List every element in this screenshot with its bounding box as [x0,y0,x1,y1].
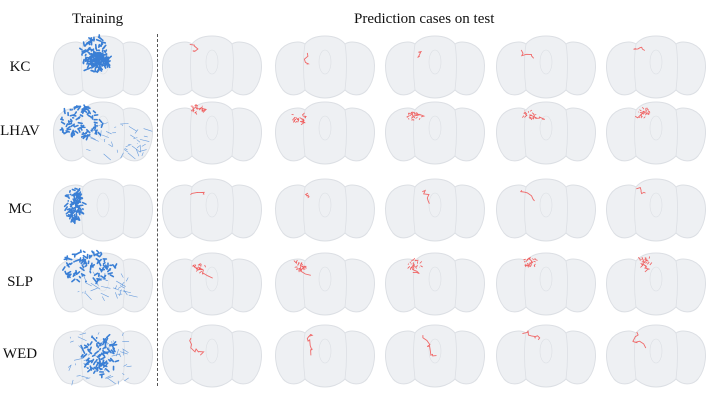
row-label-wed: WED [2,346,38,362]
prediction-trace-slp-5 [637,256,653,273]
row-label-mc: MC [8,201,32,217]
prediction-brain-wed-4 [496,324,596,388]
prediction-brain-lhav-3 [385,101,485,165]
section-divider [157,34,158,386]
prediction-trace-kc-5 [633,46,646,51]
prediction-trace-kc-2 [303,52,310,65]
row-label-kc: KC [9,59,31,75]
prediction-brain-slp-2 [275,252,375,316]
prediction-brain-kc-3 [385,35,485,99]
prediction-trace-mc-4 [520,189,535,202]
prediction-trace-wed-2 [306,333,314,356]
prediction-brain-slp-5 [606,252,706,316]
training-neurons-kc [79,34,112,74]
prediction-trace-slp-1 [192,263,213,279]
row-label-lhav: LHAV [0,123,40,139]
prediction-trace-wed-5 [632,331,647,349]
prediction-trace-slp-3 [407,257,423,275]
prediction-trace-wed-3 [422,335,437,357]
prediction-brain-lhav-2 [275,101,375,165]
prediction-trace-lhav-3 [406,111,426,121]
prediction-brain-wed-2 [275,324,375,388]
prediction-brain-slp-3 [385,252,485,316]
row-label-slp: SLP [7,274,33,290]
prediction-brain-lhav-1 [162,101,262,165]
prediction-trace-kc-4 [520,49,535,59]
training-brain-wed [53,324,153,388]
prediction-trace-lhav-5 [634,106,651,119]
prediction-trace-kc-3 [417,50,422,58]
prediction-brain-lhav-4 [496,101,596,165]
training-neurons-wed [67,332,132,386]
prediction-brain-mc-4 [496,178,596,242]
prediction-brain-mc-5 [606,178,706,242]
training-brain-lhav [53,101,153,165]
prediction-trace-slp-4 [523,256,538,268]
prediction-brain-wed-1 [162,324,262,388]
prediction-trace-lhav-4 [522,109,545,121]
prediction-trace-lhav-2 [291,112,307,126]
prediction-brain-lhav-5 [606,101,706,165]
prediction-brain-slp-1 [162,252,262,316]
training-neurons-slp [62,249,138,301]
prediction-brain-kc-5 [606,35,706,99]
prediction-brain-wed-5 [606,324,706,388]
prediction-header: Prediction cases on test [354,11,495,27]
training-neurons-lhav [59,104,153,161]
prediction-brain-slp-4 [496,252,596,316]
training-header: Training [72,11,124,27]
prediction-trace-slp-2 [293,259,311,276]
prediction-brain-kc-1 [162,35,262,99]
prediction-brain-mc-2 [275,178,375,242]
prediction-brain-mc-1 [162,178,262,242]
prediction-trace-kc-1 [189,43,199,53]
prediction-brain-mc-3 [385,178,485,242]
prediction-trace-mc-1 [190,191,205,196]
training-neurons-mc [63,187,87,225]
prediction-trace-mc-5 [636,187,646,195]
training-brain-kc [53,35,153,99]
prediction-trace-wed-4 [522,330,541,341]
prediction-trace-mc-3 [422,189,430,204]
prediction-trace-mc-2 [304,192,310,199]
prediction-brain-kc-4 [496,35,596,99]
training-brain-slp [53,252,153,316]
prediction-brain-kc-2 [275,35,375,99]
prediction-trace-wed-1 [189,337,205,356]
prediction-trace-lhav-1 [190,104,207,115]
